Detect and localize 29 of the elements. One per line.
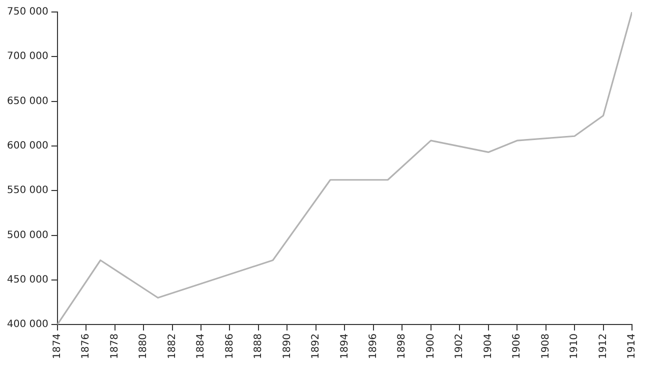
x-tick-label: 1904 xyxy=(482,334,494,360)
x-tick-label: 1882 xyxy=(166,334,178,360)
x-tick-label: 1890 xyxy=(282,334,293,360)
x-tick-label: 1898 xyxy=(396,334,408,360)
y-tick-label: 450 000 xyxy=(6,274,48,286)
x-tick-label: 1892 xyxy=(310,334,322,360)
x-tick-label: 1908 xyxy=(540,334,552,360)
y-tick-label: 400 000 xyxy=(6,319,48,330)
y-tick-label: 500 000 xyxy=(6,230,48,241)
x-tick-label: 1906 xyxy=(512,334,523,360)
x-tick-label: 1884 xyxy=(196,334,207,360)
x-tick-label: 1874 xyxy=(52,334,63,360)
x-tick-label: 1888 xyxy=(253,334,264,360)
x-tick-label: 1914 xyxy=(626,334,638,360)
y-tick-label: 750 000 xyxy=(6,6,48,18)
x-tick-label: 1886 xyxy=(224,334,236,360)
x-tick-label: 1900 xyxy=(425,334,436,360)
x-tick-label: 1902 xyxy=(454,334,466,360)
y-tick-label: 700 000 xyxy=(6,51,48,62)
y-tick-label: 600 000 xyxy=(6,140,48,152)
x-tick-label: 1912 xyxy=(598,334,609,360)
y-tick-label: 650 000 xyxy=(6,96,48,107)
x-tick-label: 1880 xyxy=(138,334,150,360)
x-tick-label: 1894 xyxy=(339,334,350,360)
x-tick-label: 1910 xyxy=(569,334,580,360)
x-tick-label: 1896 xyxy=(368,334,379,360)
y-tick-label: 550 000 xyxy=(6,185,48,196)
x-tick-label: 1876 xyxy=(80,334,92,360)
x-tick-label: 1878 xyxy=(109,334,120,360)
